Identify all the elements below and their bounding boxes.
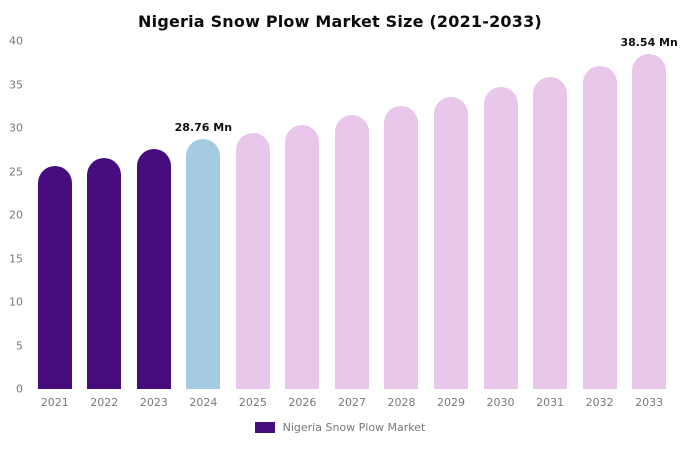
legend: Nigeria Snow Plow Market bbox=[0, 421, 680, 434]
bar-slot-2028: 2028 bbox=[377, 41, 427, 409]
bar-2026 bbox=[285, 124, 320, 389]
bar-2033 bbox=[632, 53, 667, 389]
bar-slot-2030: 2030 bbox=[476, 41, 526, 409]
value-label-2033: 38.54 Mn bbox=[620, 35, 678, 49]
y-tick-label-0: 0 bbox=[16, 382, 23, 396]
bar-2028 bbox=[384, 106, 419, 389]
x-tick-label-2021: 2021 bbox=[40, 396, 69, 409]
chart: 0 5 10 15 20 25 30 35 40 2021 2022 2023 2024 28.76 M… bbox=[0, 36, 680, 410]
bar-slot-2022: 2022 bbox=[80, 41, 130, 409]
bar-2021 bbox=[37, 166, 72, 389]
x-tick-label-2027: 2027 bbox=[337, 396, 366, 409]
x-tick-label-2023: 2023 bbox=[139, 396, 168, 409]
y-tick-label-10: 10 bbox=[9, 295, 23, 309]
x-tick-label-2025: 2025 bbox=[238, 396, 267, 409]
bar-2023 bbox=[136, 148, 171, 389]
x-tick-label-2022: 2022 bbox=[90, 396, 119, 409]
y-tick-label-35: 35 bbox=[9, 78, 23, 91]
bar-slot-2032: 2032 bbox=[575, 41, 625, 409]
bar-2032 bbox=[582, 66, 617, 389]
bar-2031 bbox=[533, 76, 568, 389]
y-tick-label-40: 40 bbox=[9, 34, 23, 48]
y-tick-label-30: 30 bbox=[9, 121, 23, 135]
bar-slot-2024: 2024 28.76 Mn bbox=[175, 41, 232, 409]
bar-slot-2026: 2026 bbox=[278, 41, 328, 409]
bar-2025 bbox=[235, 133, 270, 389]
y-tick-label-5: 5 bbox=[16, 339, 23, 352]
bar-2029 bbox=[434, 96, 469, 389]
bar-2022 bbox=[87, 157, 122, 389]
y-tick-label-25: 25 bbox=[9, 165, 23, 178]
x-tick-label-2029: 2029 bbox=[437, 396, 466, 409]
x-tick-label-2033: 2033 bbox=[635, 396, 664, 409]
bar-slot-2031: 2031 bbox=[525, 41, 575, 409]
bar-slot-2027: 2027 bbox=[327, 41, 377, 409]
chart-title: Nigeria Snow Plow Market Size (2021-2033… bbox=[138, 12, 542, 31]
bar-2024 bbox=[186, 138, 221, 389]
bar-slot-2033: 2033 38.54 Mn bbox=[620, 36, 677, 409]
bar-slot-2021: 2021 bbox=[30, 41, 80, 409]
x-tick-label-2030: 2030 bbox=[486, 396, 515, 409]
legend-label: Nigeria Snow Plow Market bbox=[282, 421, 426, 434]
x-tick-label-2028: 2028 bbox=[387, 396, 416, 409]
value-label-2024: 28.76 Mn bbox=[174, 120, 233, 134]
y-axis: 0 5 10 15 20 25 30 35 40 bbox=[0, 36, 28, 395]
bar-slot-2023: 2023 bbox=[129, 41, 179, 409]
x-tick-label-2031: 2031 bbox=[536, 396, 565, 409]
y-tick-label-15: 15 bbox=[9, 252, 23, 265]
bar-2027 bbox=[334, 114, 369, 389]
x-tick-label-2024: 2024 bbox=[189, 396, 218, 409]
legend-swatch bbox=[254, 422, 275, 433]
bar-slot-2025: 2025 bbox=[228, 41, 278, 409]
bar-slot-2029: 2029 bbox=[426, 41, 476, 409]
y-tick-label-20: 20 bbox=[9, 208, 23, 222]
x-tick-label-2026: 2026 bbox=[288, 396, 317, 409]
x-tick-label-2032: 2032 bbox=[585, 396, 614, 409]
plot-area: 2021 2022 2023 2024 28.76 Mn 2025 2026 2027 2028… bbox=[30, 36, 678, 409]
bar-2030 bbox=[483, 87, 518, 389]
